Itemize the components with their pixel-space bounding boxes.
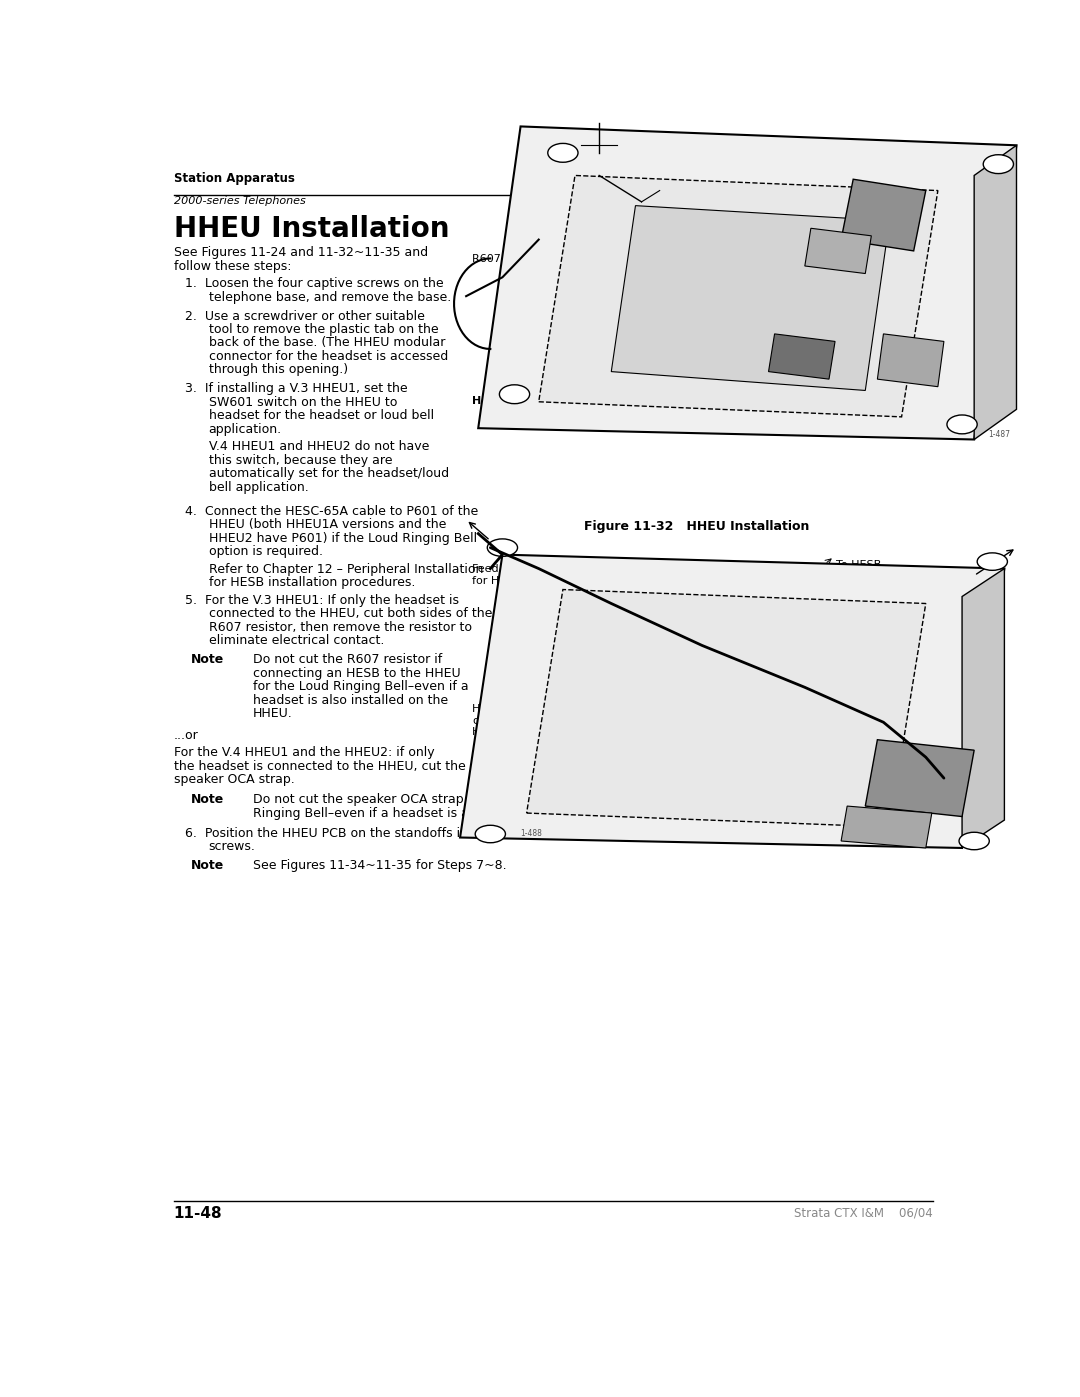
Text: or: or	[472, 715, 484, 726]
Text: Note: Note	[191, 654, 224, 666]
Text: 3.  If installing a V.3 HHEU1, set the: 3. If installing a V.3 HHEU1, set the	[186, 383, 408, 395]
Circle shape	[977, 553, 1008, 570]
Text: bell application.: bell application.	[208, 481, 309, 493]
Text: 5.  For the V.3 HHEU1: If only the headset is: 5. For the V.3 HHEU1: If only the headse…	[186, 594, 459, 606]
Text: headset for the headset or loud bell: headset for the headset or loud bell	[208, 409, 434, 422]
Polygon shape	[841, 179, 926, 251]
Polygon shape	[865, 739, 974, 816]
Text: HHEU.: HHEU.	[253, 707, 293, 719]
Text: 1-487: 1-487	[988, 430, 1011, 440]
Text: screws.: screws.	[208, 841, 256, 854]
Text: Refer to Chapter 12 – Peripheral Installation: Refer to Chapter 12 – Peripheral Install…	[208, 563, 483, 576]
Polygon shape	[527, 590, 926, 827]
Text: Ringing Bell–even if a headset is also installed on the HHEU.: Ringing Bell–even if a headset is also i…	[253, 806, 632, 820]
Text: Do not cut the R607 resistor if: Do not cut the R607 resistor if	[253, 654, 442, 666]
Polygon shape	[769, 334, 835, 379]
Text: tool to remove the plastic tab on the: tool to remove the plastic tab on the	[208, 323, 438, 337]
Text: (HHEU1 V.4: (HHEU1 V.4	[821, 270, 885, 279]
Circle shape	[548, 144, 578, 162]
Text: 2000-series Telephones: 2000-series Telephones	[174, 196, 306, 207]
Text: HHEU Installation: HHEU Installation	[174, 215, 449, 243]
Circle shape	[487, 539, 517, 556]
Text: SW601: SW601	[836, 662, 876, 672]
Text: R607 (HHEU1 V.1 ~ V.3): R607 (HHEU1 V.1 ~ V.3)	[472, 254, 606, 264]
Text: HESC-65A Cable: HESC-65A Cable	[472, 728, 563, 738]
Polygon shape	[841, 806, 932, 848]
Text: To HESB: To HESB	[836, 560, 881, 570]
Text: HHEU2 have P601) if the Loud Ringing Bell: HHEU2 have P601) if the Loud Ringing Bel…	[208, 532, 476, 545]
Text: HHEU: HHEU	[472, 397, 508, 407]
Text: speaker OCA strap.: speaker OCA strap.	[174, 774, 295, 787]
Text: for the Loud Ringing Bell–even if a: for the Loud Ringing Bell–even if a	[253, 680, 469, 693]
Text: Strata CTX I&M    06/04: Strata CTX I&M 06/04	[795, 1207, 933, 1220]
Text: Component Side of HHEU: Component Side of HHEU	[602, 215, 769, 228]
Text: option is required.: option is required.	[208, 545, 323, 559]
Text: SW601 switch on the HHEU to: SW601 switch on the HHEU to	[208, 395, 397, 409]
Text: follow these steps:: follow these steps:	[174, 260, 292, 272]
Polygon shape	[478, 127, 1016, 440]
Text: V.4 HHEU1 and HHEU2 do not have: V.4 HHEU1 and HHEU2 do not have	[208, 440, 429, 453]
Text: R607 resistor, then remove the resistor to: R607 resistor, then remove the resistor …	[208, 620, 472, 634]
Text: 11-48: 11-48	[174, 1207, 222, 1221]
Polygon shape	[974, 145, 1016, 440]
Circle shape	[499, 384, 529, 404]
Text: See Figures 11-24 and 11-32~11-35 and: See Figures 11-24 and 11-32~11-35 and	[174, 246, 428, 260]
Text: P601: P601	[821, 312, 849, 321]
Text: application.: application.	[208, 423, 282, 436]
Text: telephone base, and remove the base.: telephone base, and remove the base.	[208, 291, 450, 303]
Text: SW601: SW601	[821, 221, 860, 231]
Text: through this opening.): through this opening.)	[208, 363, 348, 376]
Text: HESC-65 Cable: HESC-65 Cable	[472, 704, 555, 714]
Text: Figure 11-32   HHEU Installation: Figure 11-32 HHEU Installation	[584, 520, 810, 532]
Text: ...or: ...or	[174, 729, 199, 742]
Polygon shape	[460, 555, 1004, 848]
Text: headset is also installed on the: headset is also installed on the	[253, 693, 448, 707]
Text: eliminate electrical contact.: eliminate electrical contact.	[208, 634, 384, 647]
Text: HHEU: HHEU	[598, 766, 634, 775]
Text: connecting an HESB to the HHEU: connecting an HESB to the HHEU	[253, 666, 460, 679]
Text: back of the base. (The HHEU modular: back of the base. (The HHEU modular	[208, 337, 445, 349]
Circle shape	[983, 155, 1013, 173]
Text: 2.  Use a screwdriver or other suitable: 2. Use a screwdriver or other suitable	[186, 310, 426, 323]
Text: (HHEU1 V.1 ~ V.3): (HHEU1 V.1 ~ V.3)	[821, 232, 922, 242]
Polygon shape	[611, 205, 890, 391]
Text: See Figures 11-34~11-35 for Steps 7~8.: See Figures 11-34~11-35 for Steps 7~8.	[253, 859, 507, 872]
Text: Do not cut the speaker OCA strap if connecting an HESB to the HHEU for the Loud: Do not cut the speaker OCA strap if conn…	[253, 793, 767, 806]
Text: connected to the HHEU, cut both sides of the: connected to the HHEU, cut both sides of…	[208, 608, 492, 620]
Text: automatically set for the headset/loud: automatically set for the headset/loud	[208, 467, 449, 481]
Text: or HHEU2): or HHEU2)	[821, 281, 879, 291]
Text: Station Apparatus: Station Apparatus	[174, 172, 295, 184]
Text: OCA: OCA	[821, 257, 845, 268]
Text: the headset is connected to the HHEU, cut the: the headset is connected to the HHEU, cu…	[174, 760, 465, 773]
Text: Feed Through: Feed Through	[472, 564, 549, 574]
Text: For the V.4 HHEU1 and the HHEU2: if only: For the V.4 HHEU1 and the HHEU2: if only	[174, 746, 434, 759]
Polygon shape	[962, 569, 1004, 848]
Text: 6.  Position the HHEU PCB on the standoffs inside the base, and secure with the : 6. Position the HHEU PCB on the standoff…	[186, 827, 771, 840]
Text: 1.  Loosen the four captive screws on the: 1. Loosen the four captive screws on the	[186, 277, 444, 291]
Polygon shape	[877, 334, 944, 387]
Text: Note: Note	[191, 793, 224, 806]
Circle shape	[959, 833, 989, 849]
Text: P601: P601	[679, 766, 706, 775]
Text: for HESC-65(A) Cable: for HESC-65(A) Cable	[472, 576, 591, 585]
Text: Figure 11-33   HESC-65A Cabling: Figure 11-33 HESC-65A Cabling	[488, 787, 716, 799]
Text: connector for the headset is accessed: connector for the headset is accessed	[208, 349, 448, 363]
Text: this switch, because they are: this switch, because they are	[208, 454, 392, 467]
Circle shape	[947, 415, 977, 434]
Text: 4.  Connect the HESC-65A cable to P601 of the: 4. Connect the HESC-65A cable to P601 of…	[186, 504, 478, 518]
Text: 1-488: 1-488	[521, 828, 542, 837]
Polygon shape	[539, 176, 937, 416]
Polygon shape	[805, 228, 872, 274]
Text: Note: Note	[191, 859, 224, 872]
Text: for HESB installation procedures.: for HESB installation procedures.	[208, 577, 415, 590]
Circle shape	[475, 826, 505, 842]
Text: HHEU (both HHEU1A versions and the: HHEU (both HHEU1A versions and the	[208, 518, 446, 531]
Text: Block: Block	[836, 571, 866, 581]
